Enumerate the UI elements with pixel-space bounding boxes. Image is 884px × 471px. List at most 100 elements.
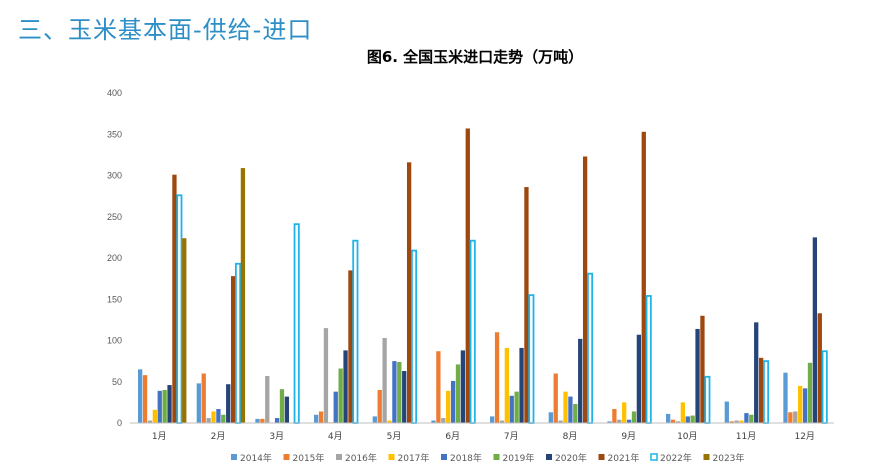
bar (216, 408, 221, 423)
bar (622, 402, 627, 424)
bar (749, 414, 754, 423)
bar (142, 375, 148, 423)
bar (265, 375, 270, 423)
legend-swatch (388, 454, 395, 460)
y-tick-label: 200 (107, 253, 122, 263)
bar (798, 385, 803, 424)
y-tick-label: 400 (107, 88, 122, 98)
bar (402, 371, 407, 423)
legend-label: 2014年 (240, 452, 272, 464)
legend: 2014年 2015年 2016年 2017年 2018年 2019年 2020年 2021年… (231, 452, 744, 464)
bar (230, 276, 236, 423)
bar (744, 413, 749, 423)
x-tick-label: 1月 (152, 431, 167, 442)
legend-label: 2020年 (555, 452, 587, 464)
bar (607, 421, 612, 423)
bar (352, 239, 359, 424)
bar (372, 416, 377, 423)
x-tick-label: 3月 (269, 431, 284, 442)
bar (680, 402, 685, 424)
bar (514, 391, 519, 423)
legend-label: 2017年 (398, 452, 430, 464)
bar (762, 360, 770, 424)
bar (431, 420, 436, 423)
x-tick-label: 7月 (504, 431, 519, 442)
x-axis: 1月 2月 3月 4月 5月 6月 7月 8月 9月 10月 11月 12月 (130, 422, 834, 442)
bar (817, 313, 822, 423)
y-tick-label: 50 (112, 377, 122, 387)
x-tick-label: 12月 (794, 431, 814, 442)
bar (162, 390, 167, 423)
legend-swatch (598, 454, 605, 460)
legend-label: 2021年 (608, 452, 640, 464)
bar (234, 262, 242, 424)
bar (397, 361, 402, 423)
bar (586, 272, 594, 424)
legend-swatch (231, 454, 237, 460)
bar (221, 414, 226, 423)
bar (392, 361, 397, 424)
y-tick-label: 250 (107, 212, 122, 222)
bar (812, 237, 818, 424)
bar (802, 388, 808, 423)
bar (279, 389, 285, 423)
bar (729, 421, 734, 423)
bar (338, 368, 343, 423)
x-tick-label: 9月 (621, 431, 636, 442)
bar (490, 416, 495, 423)
bar (465, 128, 470, 424)
x-tick-label: 4月 (328, 431, 343, 442)
bar (314, 414, 319, 423)
bar (631, 411, 637, 423)
bar (675, 421, 681, 423)
y-axis: 0 50 100 150 200 250 300 350 400 (107, 88, 122, 428)
bar (724, 401, 729, 423)
bar (333, 391, 338, 423)
legend-label: 2018年 (450, 452, 482, 464)
legend-label: 2019年 (503, 452, 535, 464)
bar (548, 412, 553, 423)
chart-title: 图6. 全国玉米进口走势（万吨） (367, 48, 583, 66)
bar (578, 338, 583, 423)
bar (612, 408, 617, 423)
legend-label: 2015年 (293, 452, 325, 464)
bar (147, 420, 153, 423)
bar (690, 415, 695, 423)
bar (524, 187, 529, 423)
y-tick-label: 100 (107, 336, 122, 346)
bar (211, 411, 216, 423)
bar (318, 411, 324, 423)
bar (387, 420, 392, 423)
bar (519, 347, 524, 423)
bar (617, 419, 622, 423)
bar (670, 419, 676, 423)
bar (793, 411, 798, 423)
legend-swatch (493, 454, 500, 460)
legend-swatch (546, 454, 552, 460)
x-tick-label: 8月 (563, 431, 578, 442)
bar (406, 162, 412, 424)
legend-label: 2016年 (345, 452, 377, 464)
bar (343, 350, 348, 423)
bar (450, 380, 456, 423)
bar (469, 239, 476, 424)
bar (382, 338, 387, 423)
y-tick-label: 0 (117, 418, 122, 428)
bar (172, 174, 177, 423)
bar (821, 350, 828, 424)
bar (509, 395, 514, 423)
bar (494, 332, 500, 423)
y-tick-label: 150 (107, 294, 122, 304)
bars (138, 128, 828, 424)
bar (323, 328, 329, 424)
legend-swatch (441, 454, 447, 460)
bar (734, 420, 739, 423)
bar (758, 357, 764, 423)
legend-swatch (283, 454, 290, 460)
bar (274, 418, 280, 423)
bar (201, 373, 206, 423)
bar (666, 413, 671, 423)
bar (754, 322, 759, 423)
bar (499, 420, 505, 423)
bar (167, 385, 172, 423)
